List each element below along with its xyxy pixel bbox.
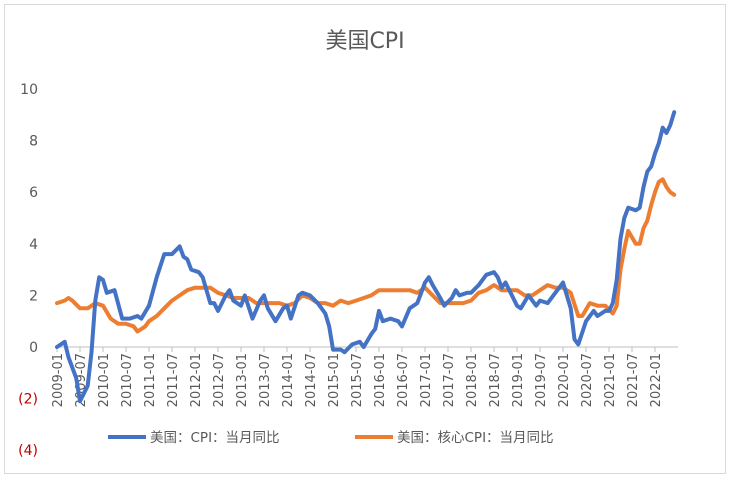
x-tick-label: 2016-07 xyxy=(396,353,411,407)
x-tick-label: 2012-07 xyxy=(212,353,227,407)
x-tick-label: 2015-07 xyxy=(350,353,365,407)
x-tick-label: 2020-01 xyxy=(557,353,572,407)
x-tick-label: 2021-07 xyxy=(626,353,641,407)
y-tick-label: 4 xyxy=(29,237,38,253)
chart-border xyxy=(4,4,726,474)
y-tick-label: 2 xyxy=(29,288,38,304)
x-tick-label: 2010-01 xyxy=(97,353,112,407)
x-tick-label: 2017-07 xyxy=(442,353,457,407)
series-line-core-cpi xyxy=(55,177,677,334)
x-tick-label: 2018-01 xyxy=(465,353,480,407)
legend-label-core-cpi: 美国：核心CPI：当月同比 xyxy=(397,430,554,446)
series-lines xyxy=(55,110,677,404)
x-tick-label: 2016-01 xyxy=(373,353,388,407)
x-tick-label: 2017-01 xyxy=(419,353,434,407)
x-tick-label: 2022-01 xyxy=(649,353,664,407)
y-tick-label: 6 xyxy=(29,185,38,201)
x-tick-label: 2019-01 xyxy=(511,353,526,407)
x-axis: 2009-01 2009-07 2010-01 2010-07 2011-01 2011-… xyxy=(51,347,664,407)
y-tick-label: 10 xyxy=(20,82,38,98)
x-tick-label: 2020-07 xyxy=(580,353,595,407)
x-tick-label: 2018-07 xyxy=(488,353,503,407)
x-tick-label: 2010-07 xyxy=(120,353,135,407)
x-tick-label: 2019-07 xyxy=(534,353,549,407)
x-tick-label: 2013-07 xyxy=(258,353,273,407)
x-tick-label: 2011-01 xyxy=(143,353,158,407)
legend-label-cpi: 美国：CPI：当月同比 xyxy=(150,430,280,446)
x-tick-label: 2012-01 xyxy=(189,353,204,407)
x-tick-label: 2015-01 xyxy=(327,353,342,407)
x-tick-label: 2014-07 xyxy=(304,353,319,407)
y-tick-label: 8 xyxy=(29,134,38,150)
x-tick-label: 2013-01 xyxy=(235,353,250,407)
x-tick-label: 2011-07 xyxy=(166,353,181,407)
series-line-cpi xyxy=(55,110,677,404)
y-axis-labels: 10 8 6 4 2 0 (2) (4) xyxy=(18,82,38,459)
chart-title: 美国CPI xyxy=(325,29,404,54)
x-tick-label: 2009-01 xyxy=(51,353,66,407)
y-tick-label: (2) xyxy=(18,392,38,408)
x-tick-label: 2014-01 xyxy=(281,353,296,407)
x-tick-label: 2021-01 xyxy=(603,353,618,407)
y-tick-label: (4) xyxy=(18,443,38,459)
y-tick-label: 0 xyxy=(29,340,38,356)
legend: 美国：CPI：当月同比 美国：核心CPI：当月同比 xyxy=(108,430,554,446)
